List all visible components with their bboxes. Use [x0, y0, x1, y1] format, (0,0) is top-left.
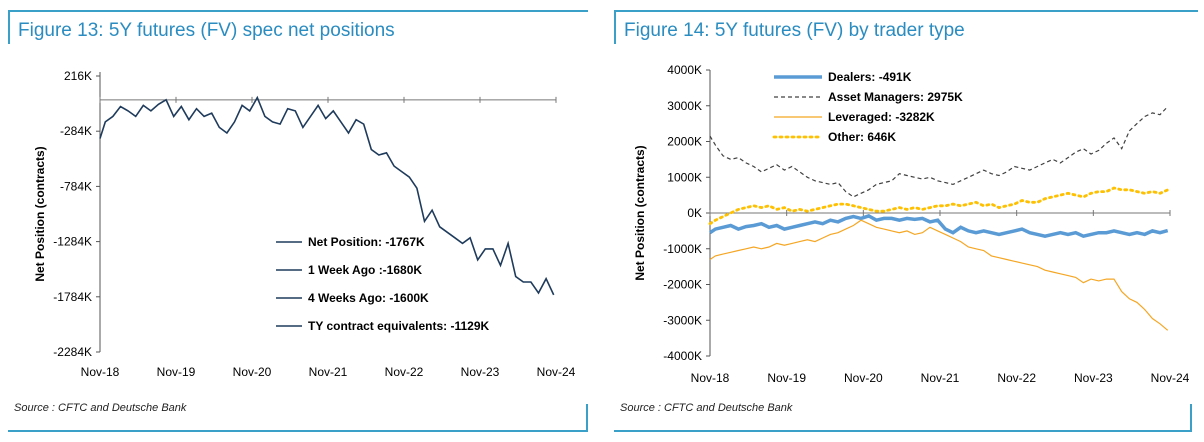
y-tick-label: 2000K [667, 135, 702, 149]
figure-14-bottom-rule [614, 430, 1192, 432]
y-tick-label: -1000K [663, 242, 702, 256]
x-tick-label: Nov-21 [921, 371, 960, 385]
figure-14-panel: Figure 14: 5Y futures (FV) by trader typ… [614, 0, 1202, 442]
figure-14-source: Source : CFTC and Deutsche Bank [620, 402, 793, 414]
figure-13-bottom-tick [586, 404, 588, 432]
legend-label: Other: 646K [828, 130, 896, 144]
figure-13-title: Figure 13: 5Y futures (FV) spec net posi… [18, 20, 395, 41]
y-tick-label: -1784K [53, 290, 92, 304]
y-tick-label: -2284K [53, 345, 92, 359]
x-tick-label: Nov-24 [537, 365, 576, 379]
series-asset-managers-line [709, 106, 1169, 198]
x-tick-label: Nov-20 [233, 365, 272, 379]
x-tick-label: Nov-24 [1151, 371, 1190, 385]
y-tick-label: 4000K [667, 63, 702, 77]
y-axis-title: Net Position (contracts) [633, 145, 647, 280]
x-tick-label: Nov-21 [309, 365, 348, 379]
figure-14-title-bar: Figure 14: 5Y futures (FV) by trader typ… [614, 10, 1198, 44]
legend-label: 4 Weeks Ago: -1600K [308, 291, 429, 305]
legend-label: TY contract equivalents: -1129K [308, 319, 490, 333]
x-tick-label: Nov-19 [157, 365, 196, 379]
legend-label: 1 Week Ago :-1680K [308, 263, 422, 277]
legend-label: Net Position: -1767K [308, 235, 425, 249]
figure-13-chart: 216K -284K -784K -1284K -1784K -2284K Nov-18 No… [33, 69, 576, 379]
y-tick-label: -784K [60, 179, 92, 193]
y-tick-label: 1000K [667, 170, 702, 184]
legend-label: Leveraged: -3282K [828, 110, 935, 124]
figure-14-bottom-tick [1190, 404, 1192, 432]
series-net-position-line [99, 95, 555, 296]
y-tick-label: -1284K [53, 235, 92, 249]
figure-14-chart: 4000K 3000K 2000K 1000K 0K -1000K -2000K -3000K… [633, 63, 1190, 385]
figure-13-source: Source : CFTC and Deutsche Bank [14, 402, 187, 414]
legend-label: Dealers: -491K [828, 70, 912, 84]
figure-13-bottom-rule [8, 430, 588, 432]
x-tick-label: Nov-22 [997, 371, 1036, 385]
legend-label: Asset Managers: 2975K [828, 90, 963, 104]
figure-13-title-bar: Figure 13: 5Y futures (FV) spec net posi… [8, 10, 588, 44]
y-tick-label: 216K [64, 69, 92, 83]
x-tick-label: Nov-22 [385, 365, 424, 379]
series-dealers-line [709, 213, 1169, 239]
y-tick-label: -4000K [663, 349, 702, 363]
y-tick-label: -2000K [663, 278, 702, 292]
y-tick-label: -284K [60, 124, 92, 138]
figure-13-panel: Figure 13: 5Y futures (FV) spec net posi… [8, 0, 596, 442]
y-tick-label: -3000K [663, 313, 702, 327]
x-tick-label: Nov-18 [81, 365, 120, 379]
x-tick-label: Nov-23 [461, 365, 500, 379]
series-other-line [708, 186, 1170, 226]
x-tick-label: Nov-23 [1074, 371, 1113, 385]
series-leveraged-line [709, 219, 1169, 331]
x-tick-label: Nov-19 [767, 371, 806, 385]
y-tick-label: 3000K [667, 99, 702, 113]
x-tick-label: Nov-20 [844, 371, 883, 385]
x-tick-label: Nov-18 [691, 371, 730, 385]
y-tick-label: 0K [687, 206, 702, 220]
figure-14-title: Figure 14: 5Y futures (FV) by trader typ… [624, 20, 965, 41]
y-axis-title: Net Position (contracts) [33, 146, 47, 281]
